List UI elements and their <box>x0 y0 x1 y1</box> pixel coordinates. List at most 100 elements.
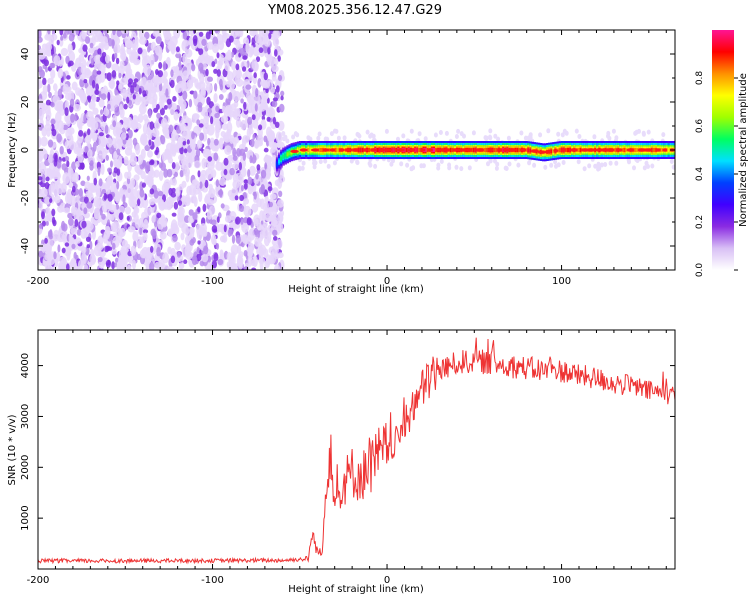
noise-blob <box>224 145 232 156</box>
noise-blob <box>42 149 48 160</box>
noise-blob <box>265 87 269 94</box>
noise-blob <box>267 130 276 142</box>
noise-blob <box>152 129 160 138</box>
halo-blob <box>325 136 330 142</box>
noise-blob <box>279 169 284 179</box>
noise-blob <box>187 156 195 163</box>
halo-blob <box>336 135 341 141</box>
halo-blob <box>282 136 286 142</box>
track-peak <box>553 149 559 153</box>
noise-blob <box>166 168 173 178</box>
noise-blob <box>183 259 188 265</box>
halo-blob <box>373 163 378 169</box>
noise-blob <box>64 242 70 247</box>
noise-blob <box>149 188 155 195</box>
noise-blob <box>267 186 273 192</box>
noise-blob <box>132 230 139 242</box>
noise-blob <box>44 237 48 244</box>
noise-blob <box>226 252 233 261</box>
noise-blob <box>231 60 237 71</box>
noise-blob <box>41 244 48 252</box>
noise-blob <box>215 243 220 250</box>
noise-blob <box>215 179 219 188</box>
noise-blob <box>38 223 43 229</box>
noise-blob <box>268 215 275 222</box>
noise-blob <box>215 161 224 171</box>
track-cell <box>403 148 407 152</box>
noise-blob <box>131 39 137 49</box>
noise-blob <box>278 190 283 197</box>
noise-blob <box>72 172 79 183</box>
noise-blob <box>121 239 128 248</box>
halo-blob <box>423 136 428 142</box>
noise-blob <box>192 35 198 44</box>
noise-blob <box>235 216 241 225</box>
track-cell <box>368 148 371 152</box>
noise-blob <box>114 94 123 104</box>
noise-blob <box>182 70 190 82</box>
noise-blob <box>228 35 234 43</box>
noise-blob <box>115 192 121 204</box>
noise-blob <box>253 214 261 225</box>
noise-blob <box>140 170 146 180</box>
halo-blob <box>467 165 472 171</box>
noise-blob <box>182 31 188 40</box>
noise-blob <box>160 135 166 145</box>
noise-blob <box>116 181 120 190</box>
halo-blob <box>409 128 414 134</box>
track-peak <box>338 148 345 152</box>
colorbar: 0.0 0.2 0.4 0.6 0.8 Normalized spectral ampl… <box>695 30 749 277</box>
noise-blob <box>110 182 118 194</box>
noise-blob <box>243 250 248 257</box>
halo-blob <box>419 163 424 169</box>
noise-blob <box>120 132 127 140</box>
halo-blob <box>671 164 675 170</box>
noise-blob <box>99 207 103 216</box>
halo-blob <box>356 132 361 138</box>
halo-blob <box>293 131 298 137</box>
halo-blob <box>405 162 410 168</box>
noise-blob <box>42 259 48 267</box>
track-peak <box>352 148 359 152</box>
noise-blob <box>175 187 181 197</box>
noise-blob <box>259 102 266 112</box>
noise-blob <box>140 76 147 87</box>
noise-blob <box>268 206 273 216</box>
noise-blob <box>93 54 102 64</box>
halo-blob <box>523 135 528 141</box>
noise-blob <box>216 52 220 59</box>
noise-blob <box>205 68 209 77</box>
noise-blob <box>166 203 172 211</box>
noise-blob <box>148 198 156 206</box>
noise-blob <box>86 175 90 181</box>
noise-blob <box>153 189 159 199</box>
noise-blob <box>163 31 172 41</box>
noise-blob <box>233 100 239 108</box>
track-cell <box>527 148 530 153</box>
noise-blob <box>106 219 111 227</box>
noise-blob <box>205 168 213 180</box>
noise-blob <box>160 117 168 129</box>
noise-blob <box>74 219 79 227</box>
spectrogram-x-axis-label: Height of straight line (km) <box>288 284 424 295</box>
track-cell <box>275 162 279 167</box>
halo-blob <box>577 134 582 139</box>
noise-blob <box>47 30 51 35</box>
track-cell <box>282 154 285 159</box>
noise-blob <box>38 80 43 89</box>
noise-blob <box>97 256 103 263</box>
halo-blob <box>549 162 554 168</box>
noise-blob <box>122 194 126 205</box>
noise-blob <box>84 36 91 44</box>
noise-blob <box>47 83 51 93</box>
noise-blob <box>112 97 117 106</box>
halo-blob <box>641 130 646 136</box>
noise-blob <box>112 242 116 250</box>
noise-blob <box>217 59 223 70</box>
noise-blob <box>78 121 83 132</box>
halo-blob <box>546 128 551 134</box>
track-peak <box>452 148 459 152</box>
noise-blob <box>107 193 113 202</box>
noise-blob <box>45 66 48 73</box>
noise-blob <box>67 43 73 54</box>
